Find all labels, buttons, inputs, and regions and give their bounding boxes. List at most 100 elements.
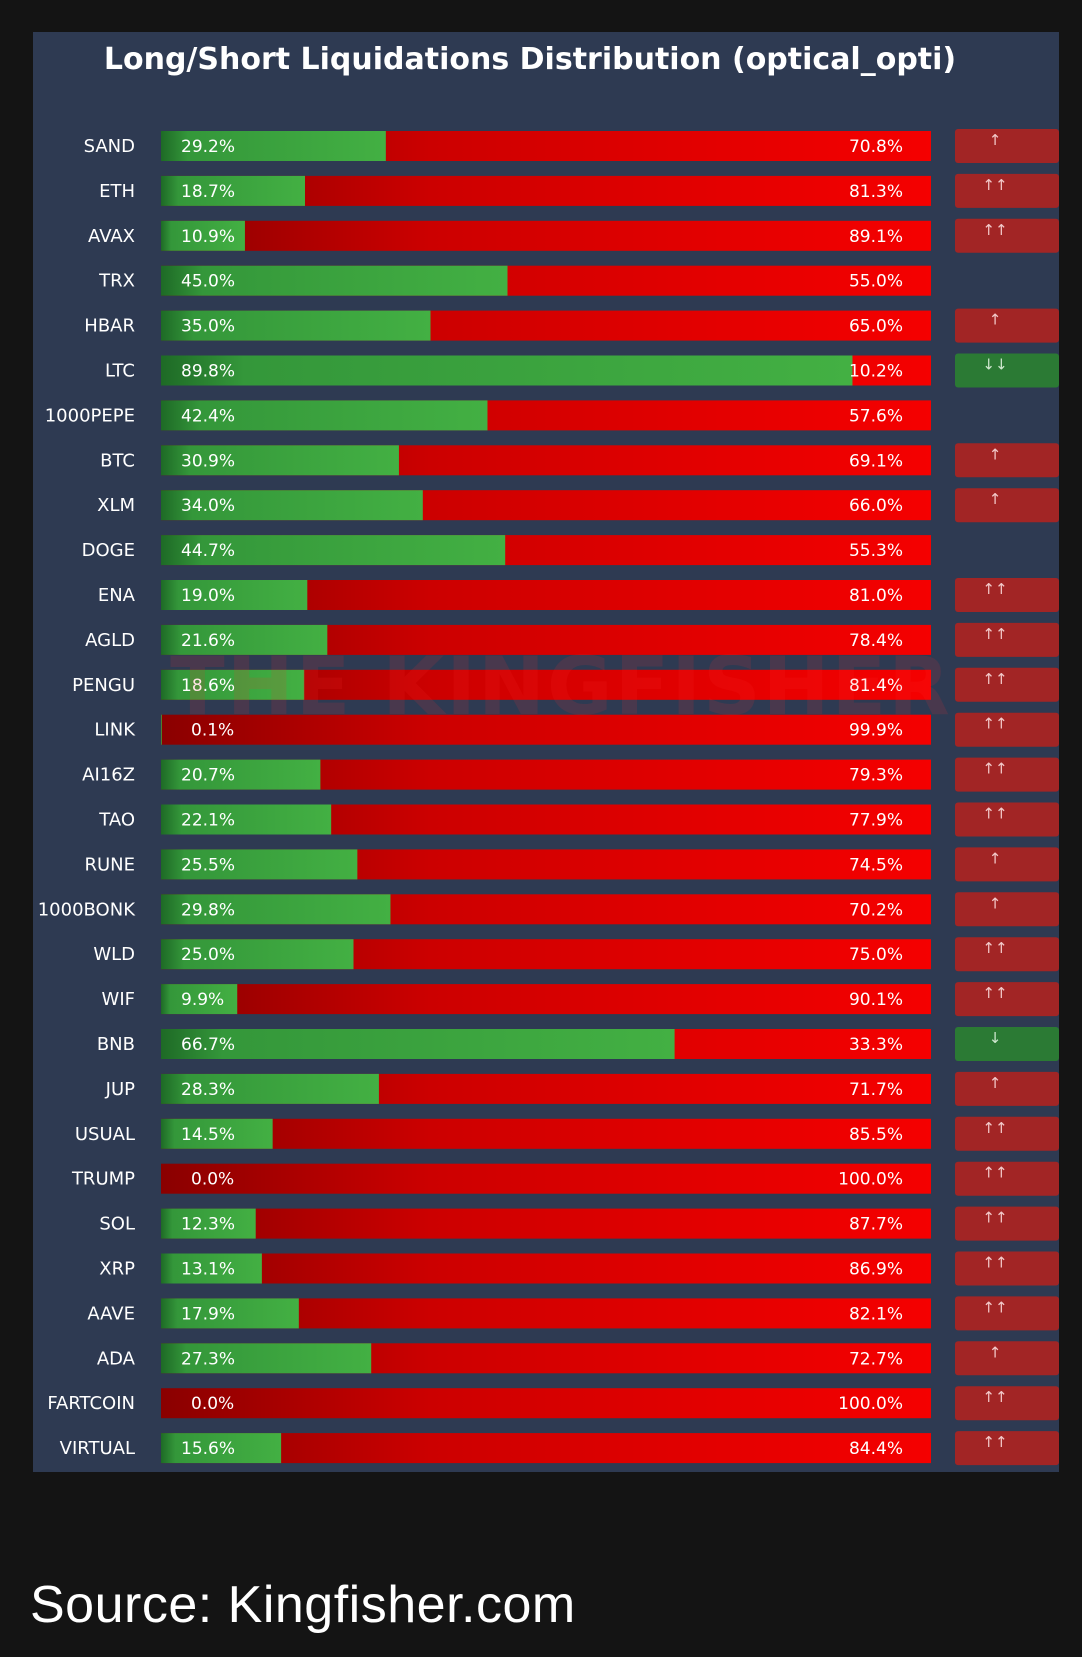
up-indicator-badge	[955, 1161, 1059, 1196]
short-value-label: 71.7%	[849, 1080, 903, 1100]
short-bar	[161, 220, 931, 251]
category-label: BNB	[97, 1034, 135, 1055]
long-value-label: 30.9%	[181, 451, 235, 471]
short-bar	[161, 1388, 931, 1419]
up-indicator-badge	[955, 1296, 1059, 1331]
long-bar	[161, 894, 391, 925]
long-bar	[161, 804, 332, 835]
bar-row: AAVE 17.9% 82.1% ↑↑	[87, 1296, 1059, 1331]
bar-row: WIF 9.9% 90.1% ↑↑	[102, 982, 1059, 1017]
short-value-label: 69.1%	[849, 451, 903, 471]
bar-row: LTC 89.8% 10.2% ↓↓	[105, 353, 1059, 388]
short-bar	[161, 714, 931, 745]
long-value-label: 19.0%	[181, 586, 235, 606]
up-arrow-icon: ↑↑	[982, 1209, 1007, 1227]
bar-row: 1000PEPE 42.4% 57.6%	[45, 400, 931, 431]
up-arrow-icon: ↑↑	[982, 221, 1007, 239]
up-indicator-badge	[955, 443, 1059, 478]
up-indicator-badge	[955, 757, 1059, 792]
liquidations-chart: Long/Short Liquidations Distribution (op…	[38, 42, 1059, 1466]
bar-row: BNB 66.7% 33.3% ↓	[97, 1027, 1059, 1061]
category-label: AAVE	[87, 1303, 135, 1324]
long-bar	[161, 714, 162, 745]
long-value-label: 29.2%	[181, 137, 235, 157]
bar-row: ADA 27.3% 72.7% ↑	[97, 1341, 1059, 1376]
bar-row: XRP 13.1% 86.9% ↑↑	[99, 1251, 1059, 1286]
long-value-label: 10.9%	[181, 227, 235, 247]
down-indicator-badge	[955, 1027, 1059, 1061]
up-arrow-icon: ↑	[989, 490, 1002, 508]
category-label: JUP	[105, 1079, 135, 1100]
category-label: AI16Z	[82, 765, 135, 786]
up-arrow-icon: ↑	[989, 131, 1002, 149]
category-label: WLD	[93, 944, 135, 965]
up-arrow-icon: ↑↑	[982, 715, 1007, 733]
category-label: 1000BONK	[38, 899, 136, 920]
chart-rows: SAND 29.2% 70.8% ↑ETH 18.7% 81.3% ↑↑AVAX 10.9% 8…	[38, 129, 1059, 1466]
long-bar	[161, 355, 853, 386]
up-arrow-icon: ↑↑	[982, 670, 1007, 688]
bar-row: DOGE 44.7% 55.3%	[82, 535, 931, 566]
short-value-label: 81.3%	[849, 182, 903, 202]
long-bar	[161, 1073, 379, 1104]
up-arrow-icon: ↑	[989, 849, 1002, 867]
category-label: RUNE	[84, 854, 135, 875]
bar-row: RUNE 25.5% 74.5% ↑	[84, 847, 1059, 882]
bar-row: WLD 25.0% 75.0% ↑↑	[93, 937, 1059, 972]
category-label: ENA	[98, 585, 136, 606]
down-arrow-icon: ↓↓	[982, 356, 1007, 374]
up-indicator-badge	[955, 1071, 1059, 1106]
long-value-label: 34.0%	[181, 496, 235, 516]
short-value-label: 79.3%	[849, 766, 903, 786]
short-value-label: 86.9%	[849, 1260, 903, 1280]
short-value-label: 55.0%	[849, 272, 903, 292]
up-indicator-badge	[955, 1341, 1059, 1376]
up-indicator-badge	[955, 308, 1059, 343]
bar-row: AGLD 21.6% 78.4% ↑↑	[85, 622, 1059, 657]
short-value-label: 72.7%	[849, 1349, 903, 1369]
up-indicator-badge	[955, 1431, 1059, 1466]
short-value-label: 70.8%	[849, 137, 903, 157]
up-arrow-icon: ↑↑	[982, 1254, 1007, 1272]
short-value-label: 84.4%	[849, 1439, 903, 1459]
category-label: XLM	[97, 495, 135, 516]
bar-row: FARTCOIN 0.0% 100.0% ↑↑	[47, 1386, 1059, 1421]
short-value-label: 33.3%	[849, 1035, 903, 1055]
short-bar	[161, 1433, 931, 1464]
short-value-label: 100.0%	[838, 1170, 903, 1190]
long-bar	[161, 669, 305, 700]
up-indicator-badge	[955, 667, 1059, 702]
long-value-label: 0.0%	[191, 1170, 234, 1190]
bar-row: VIRTUAL 15.6% 84.4% ↑↑	[60, 1431, 1059, 1466]
long-bar	[161, 580, 308, 610]
long-value-label: 0.0%	[191, 1394, 234, 1414]
short-value-label: 100.0%	[838, 1394, 903, 1414]
up-indicator-badge	[955, 1251, 1059, 1286]
long-value-label: 45.0%	[181, 272, 235, 292]
bar-row: LINK 0.1% 99.9% ↑↑	[94, 712, 1059, 747]
up-arrow-icon: ↑↑	[982, 760, 1007, 778]
up-arrow-icon: ↑↑	[982, 1119, 1007, 1137]
watermark-text: THE KINGFISHER	[170, 640, 952, 733]
short-value-label: 85.5%	[849, 1125, 903, 1145]
up-indicator-badge	[955, 622, 1059, 657]
bar-row: TRX 45.0% 55.0%	[98, 265, 931, 296]
category-label: BTC	[100, 450, 135, 471]
category-label: LINK	[94, 720, 136, 741]
up-arrow-icon: ↑	[989, 1074, 1002, 1092]
up-indicator-badge	[955, 173, 1059, 208]
category-label: WIF	[102, 989, 135, 1010]
up-arrow-icon: ↑↑	[982, 1298, 1007, 1316]
short-value-label: 87.7%	[849, 1215, 903, 1235]
bar-row: HBAR 35.0% 65.0% ↑	[84, 308, 1059, 343]
long-bar	[161, 984, 238, 1015]
category-label: LTC	[105, 361, 135, 382]
long-value-label: 9.9%	[181, 990, 224, 1010]
long-value-label: 66.7%	[181, 1035, 235, 1055]
up-arrow-icon: ↑↑	[982, 805, 1007, 823]
long-value-label: 22.1%	[181, 811, 235, 831]
long-bar	[161, 1118, 273, 1149]
long-bar	[161, 445, 399, 476]
long-bar	[161, 1343, 372, 1374]
short-bar	[161, 1118, 931, 1149]
